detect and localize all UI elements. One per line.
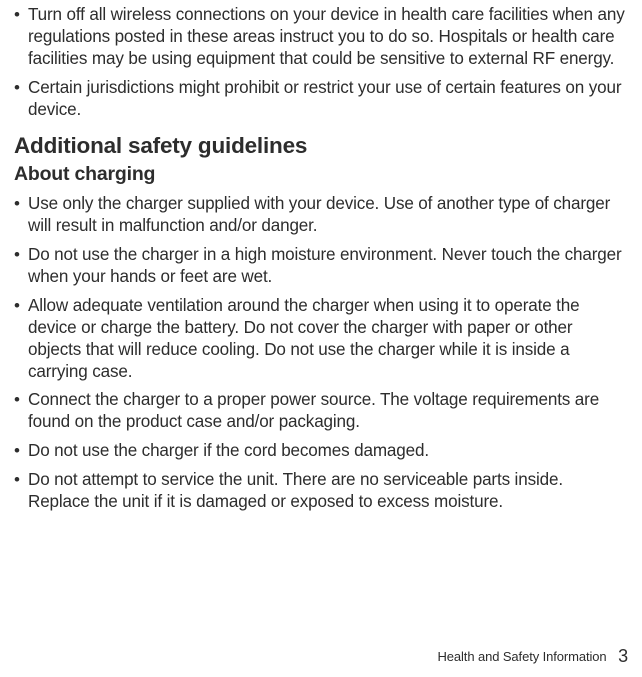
document-page: Turn off all wireless connections on you… xyxy=(0,0,642,677)
top-bullet-list: Turn off all wireless connections on you… xyxy=(14,4,628,120)
list-item: Connect the charger to a proper power so… xyxy=(14,389,628,433)
list-item: Turn off all wireless connections on you… xyxy=(14,4,628,70)
charging-bullet-list: Use only the charger supplied with your … xyxy=(14,193,628,512)
list-item: Do not use the charger in a high moistur… xyxy=(14,244,628,288)
list-item: Use only the charger supplied with your … xyxy=(14,193,628,237)
heading-about-charging: About charging xyxy=(14,163,628,186)
list-item: Do not use the charger if the cord becom… xyxy=(14,440,628,462)
list-item: Certain jurisdictions might prohibit or … xyxy=(14,77,628,121)
page-footer: Health and Safety Information 3 xyxy=(437,646,628,667)
footer-section-label: Health and Safety Information xyxy=(437,649,606,664)
list-item: Allow adequate ventilation around the ch… xyxy=(14,295,628,383)
heading-additional-safety: Additional safety guidelines xyxy=(14,133,628,159)
list-item: Do not attempt to service the unit. Ther… xyxy=(14,469,628,513)
page-number: 3 xyxy=(618,646,628,666)
